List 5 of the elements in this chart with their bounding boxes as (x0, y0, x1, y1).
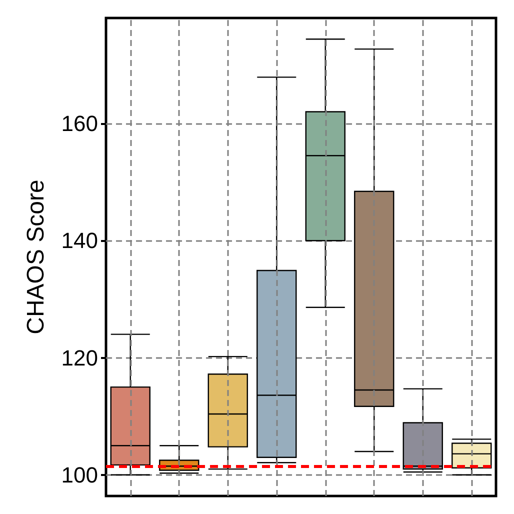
y-tick-label: 120 (61, 345, 98, 370)
y-tick-label: 160 (61, 110, 98, 136)
y-tick-label: 140 (61, 228, 98, 254)
y-tick-label: 100 (61, 462, 98, 488)
y-axis-title: CHAOS Score (22, 180, 50, 334)
